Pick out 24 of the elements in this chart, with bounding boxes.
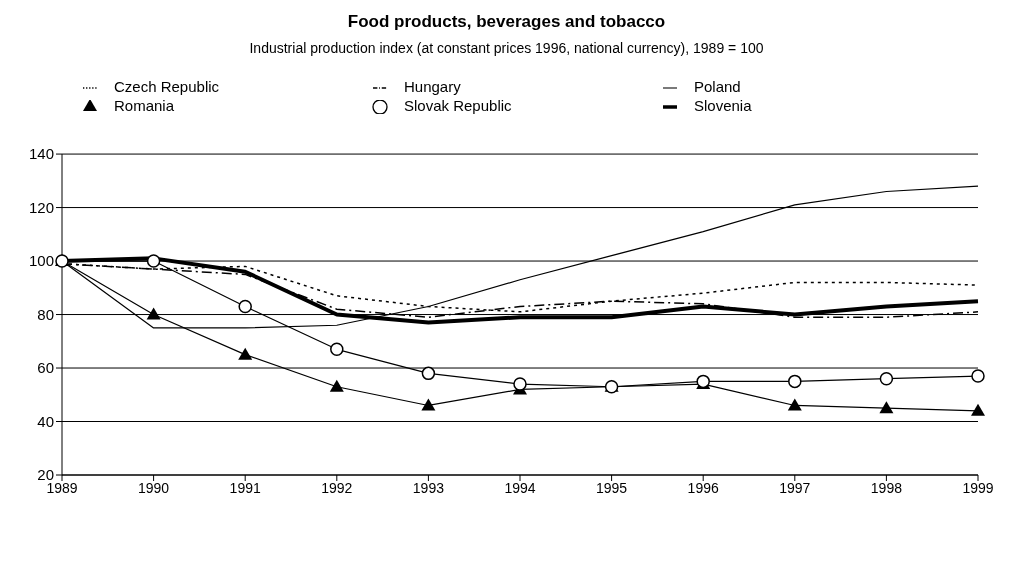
x-tick-label: 1993 — [412, 479, 445, 496]
y-tick-label: 80 — [37, 305, 54, 323]
legend-label: Slovenia — [694, 97, 752, 115]
y-tick-label: 100 — [28, 252, 54, 270]
y-tick-label: 60 — [37, 359, 54, 377]
x-tick-label: 1998 — [870, 479, 903, 496]
chart-subtitle: Industrial production index (at constant prices 1996, national currency), 1989 = 100 — [248, 40, 765, 56]
legend-label: Czech Republic — [114, 78, 220, 95]
legend-label: Slovak Republic — [404, 97, 512, 115]
y-tick-label: 120 — [28, 198, 54, 216]
x-tick-label: 1991 — [229, 479, 261, 496]
x-tick-label: 1994 — [504, 479, 536, 496]
legend-label: Poland — [694, 78, 741, 95]
legend-label: Romania — [114, 97, 175, 115]
y-tick-label: 140 — [28, 145, 54, 163]
chart-title: Food products, beverages and tobacco — [346, 11, 667, 32]
x-tick-label: 1997 — [779, 479, 811, 496]
x-tick-label: 1990 — [138, 479, 170, 496]
x-tick-label: 1992 — [321, 479, 353, 496]
x-tick-label: 1995 — [596, 479, 628, 496]
x-tick-label: 1999 — [962, 479, 994, 496]
legend-label: Hungary — [404, 78, 461, 95]
x-tick-label: 1996 — [687, 479, 719, 496]
y-tick-label: 40 — [37, 412, 54, 430]
